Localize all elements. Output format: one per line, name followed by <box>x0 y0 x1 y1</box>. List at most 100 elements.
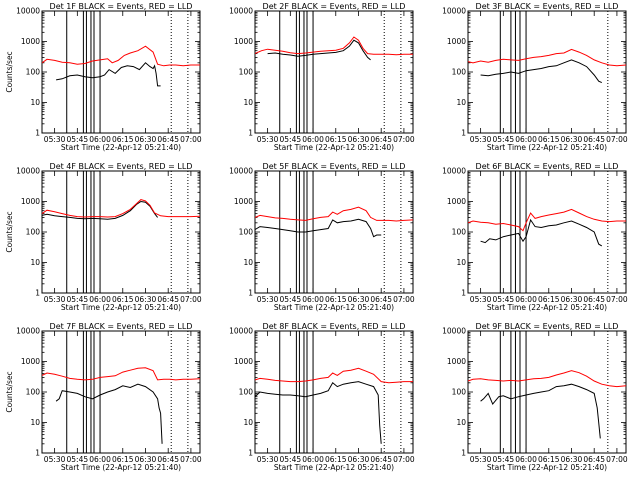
x-tick-label: 06:30 <box>561 455 583 464</box>
x-tick-label: 06:30 <box>135 295 157 304</box>
events-rate-line <box>480 59 603 84</box>
plot-frame <box>254 330 414 454</box>
y-axis-label: Counts/sec <box>5 211 14 252</box>
chart-panel-2: Det 2F BLACK = Events, RED = LLD 1 10 100 10… <box>229 2 415 152</box>
y-tick-label: 1 <box>461 449 466 458</box>
y-tick-label: 10 <box>30 98 40 107</box>
lld-rate-line <box>468 48 626 67</box>
lld-rate-line <box>42 45 200 67</box>
chart-panel-6: Det 6F BLACK = Events, RED = LLD 1 10 100 10… <box>442 162 628 312</box>
x-tick-label: 06:45 <box>583 295 605 304</box>
y-tick-label: 1000 <box>234 37 253 46</box>
x-tick-label: 05:45 <box>280 455 302 464</box>
chart-title: Det 6F BLACK = Events, RED = LLD <box>476 162 619 171</box>
y-tick-label: 100 <box>239 228 254 237</box>
x-tick-label: 06:00 <box>89 135 111 144</box>
y-tick-label: 10000 <box>16 7 40 16</box>
x-tick-label: 06:15 <box>325 135 347 144</box>
x-tick-label: 05:30 <box>44 135 66 144</box>
y-tick-label: 10 <box>243 418 253 427</box>
x-tick-label: 06:00 <box>515 135 537 144</box>
y-tick-label: 10000 <box>442 327 466 336</box>
plot-frame <box>467 330 627 454</box>
lld-rate-line <box>42 199 200 218</box>
plot-frame <box>41 330 201 454</box>
y-tick-label: 1000 <box>21 357 40 366</box>
x-tick-label: 06:45 <box>370 455 392 464</box>
chart-panel-4: Det 4F BLACK = Events, RED = LLD 1 10 100 10… <box>5 162 202 312</box>
x-axis-label: Start Time (22-Apr-12 05:21:40) <box>274 143 394 152</box>
x-axis-label: Start Time (22-Apr-12 05:21:40) <box>274 463 394 472</box>
x-tick-label: 05:45 <box>493 455 515 464</box>
y-tick-label: 100 <box>239 388 254 397</box>
x-tick-label: 06:30 <box>135 455 157 464</box>
events-rate-line <box>56 62 161 87</box>
chart-title: Det 5F BLACK = Events, RED = LLD <box>263 162 406 171</box>
y-tick-label: 1000 <box>21 197 40 206</box>
y-tick-label: 1 <box>248 449 253 458</box>
chart-panel-1: Det 1F BLACK = Events, RED = LLD 1 10 100 10… <box>5 2 202 152</box>
chart-title: Det 9F BLACK = Events, RED = LLD <box>476 322 619 331</box>
x-tick-label: 06:45 <box>370 295 392 304</box>
plot-frame <box>467 170 627 294</box>
y-tick-label: 100 <box>452 388 467 397</box>
y-tick-label: 10 <box>243 258 253 267</box>
y-tick-label: 10000 <box>442 167 466 176</box>
y-tick-label: 10 <box>456 418 466 427</box>
y-axis-label: Counts/sec <box>5 51 14 92</box>
x-tick-label: 06:15 <box>325 295 347 304</box>
chart-panel-9: Det 9F BLACK = Events, RED = LLD 1 10 100 10… <box>442 322 628 472</box>
chart-title: Det 4F BLACK = Events, RED = LLD <box>50 162 193 171</box>
chart-title: Det 8F BLACK = Events, RED = LLD <box>263 322 406 331</box>
y-tick-label: 1000 <box>447 197 466 206</box>
events-rate-line <box>480 218 603 247</box>
x-tick-label: 06:45 <box>583 455 605 464</box>
x-tick-label: 06:15 <box>538 295 560 304</box>
y-tick-label: 10 <box>243 98 253 107</box>
x-tick-label: 06:15 <box>325 455 347 464</box>
chart-title: Det 3F BLACK = Events, RED = LLD <box>476 2 619 11</box>
plot-frame <box>41 10 201 134</box>
events-rate-line <box>255 218 382 238</box>
y-tick-label: 1 <box>35 129 40 138</box>
x-tick-label: 05:30 <box>470 455 492 464</box>
x-tick-label: 06:30 <box>561 295 583 304</box>
events-rate-line <box>480 383 601 439</box>
chart-title: Det 2F BLACK = Events, RED = LLD <box>263 2 406 11</box>
lld-rate-line <box>255 36 413 56</box>
x-tick-label: 06:30 <box>348 295 370 304</box>
x-tick-label: 06:00 <box>302 295 324 304</box>
plot-frame <box>467 10 627 134</box>
x-tick-label: 07:00 <box>393 135 415 144</box>
x-tick-label: 07:00 <box>606 135 628 144</box>
x-tick-label: 06:00 <box>89 295 111 304</box>
y-tick-label: 1000 <box>234 357 253 366</box>
plot-frame <box>41 170 201 294</box>
x-tick-label: 06:15 <box>538 135 560 144</box>
y-tick-label: 10 <box>456 258 466 267</box>
x-tick-label: 06:45 <box>157 455 179 464</box>
x-tick-label: 06:45 <box>157 295 179 304</box>
x-tick-label: 06:00 <box>515 295 537 304</box>
x-tick-label: 06:15 <box>112 295 134 304</box>
x-tick-label: 05:45 <box>280 135 302 144</box>
x-tick-label: 05:30 <box>257 295 279 304</box>
chart-panel-3: Det 3F BLACK = Events, RED = LLD 1 10 100 10… <box>442 2 628 152</box>
x-tick-label: 05:45 <box>67 455 89 464</box>
y-tick-label: 1000 <box>234 197 253 206</box>
y-tick-label: 1000 <box>447 37 466 46</box>
x-tick-label: 06:00 <box>302 455 324 464</box>
plot-frame <box>254 10 414 134</box>
y-tick-label: 100 <box>26 68 41 77</box>
x-tick-label: 07:00 <box>606 455 628 464</box>
y-tick-label: 10000 <box>16 327 40 336</box>
y-tick-label: 1 <box>461 289 466 298</box>
y-tick-label: 10000 <box>442 7 466 16</box>
x-tick-label: 05:30 <box>44 295 66 304</box>
y-tick-label: 100 <box>26 388 41 397</box>
x-axis-label: Start Time (22-Apr-12 05:21:40) <box>487 463 607 472</box>
chart-panel-7: Det 7F BLACK = Events, RED = LLD 1 10 100 10… <box>5 322 202 472</box>
y-tick-label: 10000 <box>229 7 253 16</box>
y-tick-label: 1 <box>35 289 40 298</box>
